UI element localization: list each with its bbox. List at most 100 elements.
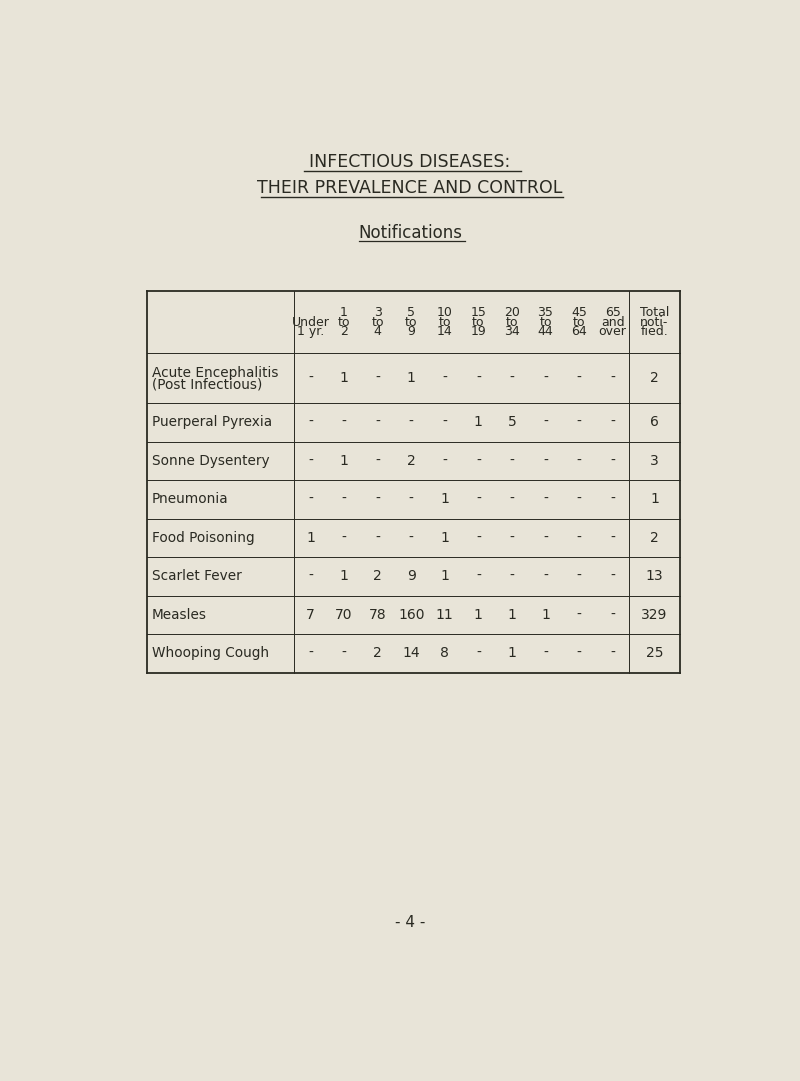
Text: 11: 11 — [436, 608, 454, 622]
Text: 2: 2 — [340, 325, 348, 338]
Text: -: - — [308, 454, 313, 468]
Text: (Post Infectious): (Post Infectious) — [152, 377, 262, 391]
Text: -: - — [375, 531, 380, 545]
Text: 70: 70 — [335, 608, 353, 622]
Text: 9: 9 — [406, 570, 416, 584]
Text: -: - — [375, 454, 380, 468]
Text: -: - — [543, 570, 548, 584]
Text: 1: 1 — [340, 570, 349, 584]
Text: 1: 1 — [474, 608, 482, 622]
Text: -: - — [510, 531, 514, 545]
Text: 5: 5 — [407, 307, 415, 320]
Text: -: - — [409, 492, 414, 506]
Text: -: - — [308, 570, 313, 584]
Text: 7: 7 — [306, 608, 315, 622]
Text: -: - — [375, 415, 380, 429]
Text: 14: 14 — [402, 646, 420, 660]
Text: -: - — [442, 371, 447, 385]
Text: 2: 2 — [374, 570, 382, 584]
Text: to: to — [371, 316, 384, 329]
Text: 78: 78 — [369, 608, 386, 622]
Text: -: - — [476, 646, 481, 660]
Text: 1: 1 — [541, 608, 550, 622]
Text: 2: 2 — [650, 531, 659, 545]
Text: -: - — [510, 454, 514, 468]
Text: -: - — [610, 371, 615, 385]
Text: fied.: fied. — [641, 325, 669, 338]
Text: 1: 1 — [440, 531, 450, 545]
Text: -: - — [342, 646, 346, 660]
Text: -: - — [543, 371, 548, 385]
Text: -: - — [308, 415, 313, 429]
Text: -: - — [543, 646, 548, 660]
Text: 1: 1 — [507, 608, 516, 622]
Text: 5: 5 — [507, 415, 516, 429]
Text: 8: 8 — [440, 646, 450, 660]
Text: -: - — [510, 570, 514, 584]
Text: -: - — [577, 608, 582, 622]
Text: 1: 1 — [440, 492, 450, 506]
Text: Acute Encephalitis: Acute Encephalitis — [152, 365, 278, 379]
Text: -: - — [476, 371, 481, 385]
Text: Whooping Cough: Whooping Cough — [152, 646, 269, 660]
Text: -: - — [577, 531, 582, 545]
Text: to: to — [472, 316, 485, 329]
Text: 1: 1 — [340, 371, 349, 385]
Text: 1: 1 — [474, 415, 482, 429]
Text: 1: 1 — [306, 531, 315, 545]
Text: -: - — [577, 454, 582, 468]
Text: 160: 160 — [398, 608, 425, 622]
Text: 2: 2 — [650, 371, 659, 385]
Text: Sonne Dysentery: Sonne Dysentery — [152, 454, 270, 468]
Text: -: - — [510, 371, 514, 385]
Text: -: - — [342, 492, 346, 506]
Text: noti-: noti- — [640, 316, 669, 329]
Text: -: - — [342, 415, 346, 429]
Text: Puerperal Pyrexia: Puerperal Pyrexia — [152, 415, 272, 429]
Text: -: - — [543, 415, 548, 429]
Text: 19: 19 — [470, 325, 486, 338]
Text: 10: 10 — [437, 307, 453, 320]
Text: -: - — [442, 415, 447, 429]
Text: -: - — [375, 371, 380, 385]
Text: -: - — [375, 492, 380, 506]
Text: -: - — [409, 531, 414, 545]
Text: -: - — [577, 492, 582, 506]
Text: INFECTIOUS DISEASES:: INFECTIOUS DISEASES: — [310, 152, 510, 171]
Text: to: to — [573, 316, 586, 329]
Text: 3: 3 — [374, 307, 382, 320]
Text: -: - — [577, 570, 582, 584]
Text: Food Poisoning: Food Poisoning — [152, 531, 254, 545]
Text: 1: 1 — [507, 646, 516, 660]
Text: 45: 45 — [571, 307, 587, 320]
Text: 329: 329 — [642, 608, 668, 622]
Text: 20: 20 — [504, 307, 520, 320]
Text: 34: 34 — [504, 325, 520, 338]
Text: 3: 3 — [650, 454, 659, 468]
Text: 1: 1 — [440, 570, 450, 584]
Text: to: to — [506, 316, 518, 329]
Text: 65: 65 — [605, 307, 621, 320]
Text: 2: 2 — [407, 454, 415, 468]
Text: 6: 6 — [650, 415, 659, 429]
Text: -: - — [543, 492, 548, 506]
Text: and: and — [601, 316, 624, 329]
Text: to: to — [338, 316, 350, 329]
Text: 1: 1 — [406, 371, 416, 385]
Text: -: - — [543, 454, 548, 468]
Text: -: - — [610, 646, 615, 660]
Text: 44: 44 — [538, 325, 554, 338]
Text: Under: Under — [291, 316, 330, 329]
Text: -: - — [577, 371, 582, 385]
Text: 1: 1 — [340, 454, 349, 468]
Text: -: - — [610, 608, 615, 622]
Text: -: - — [577, 646, 582, 660]
Text: -: - — [577, 415, 582, 429]
Text: -: - — [610, 415, 615, 429]
Text: 13: 13 — [646, 570, 663, 584]
Text: to: to — [438, 316, 451, 329]
Text: -: - — [308, 646, 313, 660]
Text: Measles: Measles — [152, 608, 207, 622]
Text: 35: 35 — [538, 307, 554, 320]
Text: -: - — [308, 371, 313, 385]
